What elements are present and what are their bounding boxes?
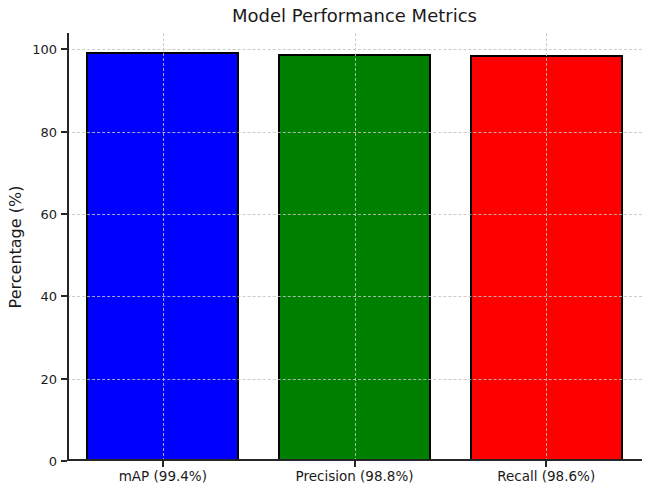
y-axis-label: Percentage (%)	[6, 186, 25, 309]
x-tick-mark	[162, 461, 164, 467]
x-tick-mark	[545, 461, 547, 467]
y-tick-mark	[61, 295, 67, 297]
y-tick-label: 20	[40, 371, 57, 386]
y-tick-mark	[61, 378, 67, 380]
y-tick-label: 80	[40, 124, 57, 139]
plot-area: 020406080100mAP (99.4%)Precision (98.8%)…	[67, 33, 642, 461]
x-tick-label: Recall (98.6%)	[497, 468, 595, 484]
y-tick-mark	[61, 131, 67, 133]
y-tick-mark	[61, 460, 67, 462]
y-tick-label: 40	[40, 289, 57, 304]
x-tick-label: mAP (99.4%)	[119, 468, 207, 484]
y-axis-spine	[67, 33, 69, 461]
y-tick-label: 0	[49, 454, 57, 469]
vertical-gridline	[546, 33, 547, 461]
figure: Model Performance Metrics Percentage (%)…	[0, 0, 650, 490]
x-tick-mark	[354, 461, 356, 467]
y-tick-label: 100	[32, 42, 57, 57]
y-tick-mark	[61, 213, 67, 215]
x-tick-label: Precision (98.8%)	[296, 468, 414, 484]
y-tick-mark	[61, 48, 67, 50]
y-tick-label: 60	[40, 207, 57, 222]
vertical-gridline	[355, 33, 356, 461]
y-axis-label-wrap: Percentage (%)	[6, 0, 24, 490]
vertical-gridline	[163, 33, 164, 461]
chart-title: Model Performance Metrics	[67, 5, 642, 26]
